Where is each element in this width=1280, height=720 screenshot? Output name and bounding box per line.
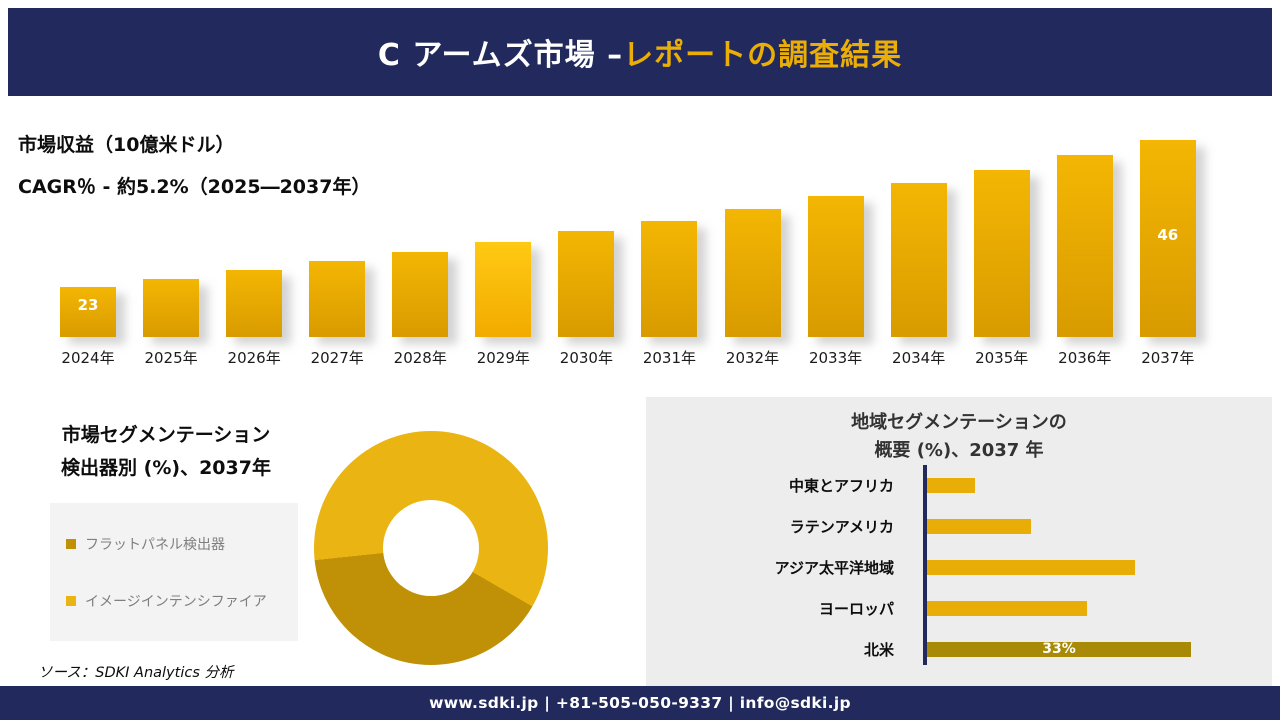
revenue-bar: 46 [1139,140,1196,337]
source-note: ソース：SDKI Analytics 分析 [38,665,234,681]
x-axis-tick-label: 2029年 [476,349,530,367]
region-row: 北米 33% [646,629,1272,670]
revenue-bar-group: 2027年 [309,261,366,367]
revenue-bar [226,270,283,337]
x-axis-tick-label: 2027年 [310,349,364,367]
x-axis-tick-label: 2026年 [227,349,281,367]
bar-value-label: 23 [77,296,99,314]
legend-swatch [66,595,76,606]
footer-contact-text: www.sdki.jp | +81-505-050-9337 | info@sd… [429,694,851,712]
legend-item: イメージインテンシファイア [66,591,282,611]
donut-hole [383,500,479,596]
revenue-bar [807,196,864,337]
revenue-bar [973,170,1030,337]
x-axis-tick-label: 2035年 [975,349,1029,367]
region-bar [927,601,1087,616]
legend-item: フラットパネル検出器 [66,534,282,554]
revenue-bar-group: 2035年 [973,170,1030,367]
revenue-bar [143,279,200,337]
region-label: ラテンアメリカ [789,518,894,536]
revenue-bar-group: 2026年 [226,270,283,367]
legend-label: イメージインテンシファイア [85,593,267,610]
region-axis-line [923,465,927,665]
detector-chart-title: 市場セグメンテーション 検出器別 (%)、2037年 [10,419,322,486]
region-rows: 中東とアフリカ ラテンアメリカアジア太平洋地域ヨーロッパ北米 33% [646,465,1272,670]
revenue-bar-group: 2036年 [1056,155,1113,367]
revenue-bar-group: 2028年 [392,252,449,367]
cagr-label: CAGR％ - 約5.2%（2025―2037年） [18,176,371,198]
revenue-bar-group: 2032年 [724,209,781,367]
region-label: アジア太平洋地域 [774,559,894,577]
revenue-chart-section: 市場収益（10億米ドル） CAGR％ - 約5.2%（2025―2037年） 2… [0,96,1280,390]
x-axis-tick-label: 2028年 [393,349,447,367]
x-axis-tick-label: 2037年 [1141,349,1195,367]
region-bar [927,560,1135,575]
revenue-axis-label: 市場収益（10億米ドル） [18,134,235,156]
header-banner: C アームズ市場 –レポートの調査結果 [8,8,1272,96]
x-axis-tick-label: 2036年 [1058,349,1112,367]
region-chart-title: 地域セグメンテーションの 概要 (%)、2037 年 [646,409,1272,465]
region-bar: 33% [927,641,1191,657]
footer-bar: www.sdki.jp | +81-505-050-9337 | info@sd… [0,686,1280,720]
x-axis-tick-label: 2031年 [642,349,697,367]
revenue-bar-group: 2025年 [143,279,200,367]
region-chart-title-line1: 地域セグメンテーションの [851,412,1067,433]
x-axis-tick-label: 2025年 [144,349,198,367]
revenue-bar-group: 2033年 [807,196,864,367]
x-axis-tick-label: 2032年 [725,349,780,367]
bar-value-label: 46 [1157,226,1179,244]
x-axis-tick-label: 2033年 [808,349,863,367]
region-segmentation-section: 地域セグメンテーションの 概要 (%)、2037 年 中東とアフリカ ラテンアメリ… [646,397,1272,686]
revenue-bar [890,183,947,337]
page-title-accent: レポートの調査結果 [623,38,903,73]
x-axis-tick-label: 2024年 [61,349,115,367]
revenue-bar-group: 46 2037年 [1139,140,1196,367]
revenue-bar-group: 2031年 [641,221,698,367]
revenue-bar-group: 2029年 [475,242,532,367]
region-row: アジア太平洋地域 [646,547,1272,588]
detector-donut [314,431,548,665]
region-bar [927,478,975,493]
region-row: ラテンアメリカ [646,506,1272,547]
revenue-bar [724,209,781,337]
revenue-bar-group: 2030年 [558,231,615,367]
detector-chart-title-line2: 検出器別 (%)、2037年 [61,457,271,480]
revenue-bar-group: 23 2024年 [60,287,116,367]
revenue-bar [641,221,698,337]
revenue-bar: 23 [60,287,116,337]
legend-swatch [66,538,76,549]
region-chart-title-line2: 概要 (%)、2037 年 [874,439,1044,461]
revenue-bars: 23 2024年 2025年 2026年 2027年 2028年 2029年 2030年 203… [60,137,1196,367]
legend-label: フラットパネル検出器 [85,536,225,553]
revenue-bar-group: 2034年 [890,183,947,367]
revenue-bar [475,242,532,337]
detector-chart-title-line1: 市場セグメンテーション [61,424,271,446]
revenue-bar [558,231,615,337]
page-title: C アームズ市場 –レポートの調査結果 [378,30,902,74]
region-bar [927,519,1031,534]
donut-legend: フラットパネル検出器イメージインテンシファイア [50,503,298,641]
region-label: 北米 [863,641,894,659]
region-label: 中東とアフリカ [788,477,894,495]
revenue-bar [309,261,366,337]
region-row: ヨーロッパ [646,588,1272,629]
detector-segmentation-section: 市場セグメンテーション 検出器別 (%)、2037年 フラットパネル検出器イメー… [0,397,638,686]
x-axis-tick-label: 2030年 [559,349,613,367]
region-bar-value-label: 33% [1042,641,1076,657]
region-row: 中東とアフリカ [646,465,1272,506]
region-label: ヨーロッパ [818,600,894,618]
x-axis-tick-label: 2034年 [892,349,946,367]
revenue-bar [392,252,449,337]
revenue-bar [1056,155,1113,337]
page-title-main: C アームズ市場 – [377,38,624,73]
